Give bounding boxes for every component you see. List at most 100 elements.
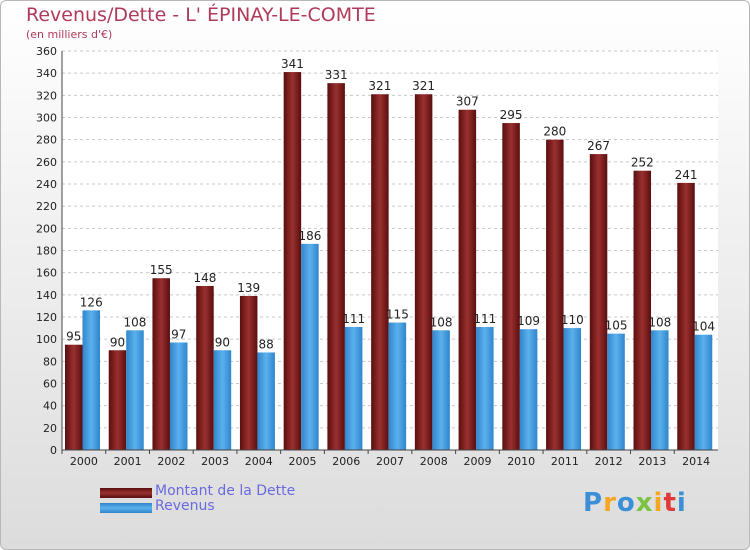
bar-debt: [196, 285, 214, 450]
x-tick-label: 2011: [551, 455, 579, 468]
bars: [65, 72, 713, 451]
y-tick-label: 140: [36, 289, 57, 302]
value-label-debt: 252: [631, 156, 654, 170]
value-labels: 95 126 90 108 155 97 148 90 139 88 341 186 331 111 321…: [66, 57, 715, 351]
bar-revenue: [607, 333, 625, 450]
logo-letter: o: [616, 488, 636, 518]
y-tick-label: 300: [36, 112, 57, 125]
value-label-debt: 295: [500, 108, 523, 122]
y-tick-label: 360: [36, 45, 57, 58]
x-tick-label: 2006: [332, 455, 360, 468]
bar-debt: [633, 170, 652, 450]
value-label-debt: 95: [66, 330, 81, 344]
value-label-revenue: 90: [215, 335, 230, 349]
value-label-debt: 307: [456, 95, 479, 109]
bar-revenue: [694, 334, 713, 450]
x-tick-label: 2013: [638, 455, 666, 468]
value-label-revenue: 115: [386, 308, 409, 322]
bar-revenue: [432, 330, 450, 450]
value-label-revenue: 126: [80, 295, 103, 309]
proxiti-logo: Proxiti: [583, 488, 687, 518]
y-tick-label: 20: [43, 422, 57, 435]
x-tick-label: 2004: [245, 455, 273, 468]
bar-revenue: [344, 326, 363, 450]
value-label-revenue: 105: [605, 319, 628, 333]
y-tick-label: 0: [50, 444, 57, 457]
x-tick-label: 2014: [682, 455, 710, 468]
legend-label-revenue: Revenus: [155, 498, 215, 514]
value-label-revenue: 110: [561, 313, 584, 327]
x-tick-label: 2007: [376, 455, 404, 468]
bar-debt: [371, 94, 389, 450]
bar-revenue: [519, 329, 538, 450]
bar-revenue: [257, 352, 275, 450]
bar-debt: [458, 109, 477, 450]
bar-debt: [589, 154, 608, 450]
bar-revenue: [651, 330, 669, 450]
value-label-revenue: 111: [473, 312, 496, 326]
logo-letter: t: [663, 488, 677, 518]
y-tick-label: 340: [36, 67, 57, 80]
bar-revenue: [126, 330, 144, 450]
bar-revenue: [213, 350, 232, 450]
value-label-debt: 267: [587, 139, 610, 153]
logo-letter: x: [635, 488, 654, 518]
x-tick-label: 2009: [463, 455, 491, 468]
bar-revenue: [301, 243, 319, 450]
value-label-debt: 155: [150, 263, 173, 277]
bar-debt: [327, 83, 345, 451]
value-label-debt: 90: [110, 335, 125, 349]
value-label-debt: 321: [412, 79, 435, 93]
logo-letter: i: [676, 488, 687, 518]
value-label-revenue: 108: [430, 315, 453, 329]
legend-swatch-revenue: [100, 503, 152, 513]
value-label-revenue: 108: [124, 315, 147, 329]
value-label-revenue: 109: [517, 314, 540, 328]
x-tick-label: 2012: [595, 455, 623, 468]
x-tick-label: 2000: [70, 455, 98, 468]
logo-letter: i: [653, 488, 664, 518]
y-tick-label: 260: [36, 156, 57, 169]
value-label-revenue: 97: [171, 327, 186, 341]
axes: 0 20 40 60 80 100 120 140 160 180 200 220 240 260 280 3…: [36, 45, 718, 468]
value-label-debt: 331: [325, 68, 348, 82]
x-tick-label: 2008: [420, 455, 448, 468]
bar-debt: [414, 94, 433, 450]
legend-label-debt: Montant de la Dette: [155, 483, 296, 499]
bar-revenue: [82, 310, 100, 450]
y-tick-label: 240: [36, 178, 57, 191]
chart-subtitle: (en milliers d'€): [26, 28, 113, 41]
value-label-debt: 321: [368, 79, 391, 93]
bar-debt: [152, 278, 170, 450]
x-tick-label: 2010: [507, 455, 535, 468]
logo-letter: r: [603, 488, 617, 518]
value-label-revenue: 186: [298, 229, 321, 243]
logo-letter: P: [583, 488, 604, 518]
bar-debt: [677, 182, 695, 450]
x-tick-label: 2001: [114, 455, 142, 468]
value-label-revenue: 88: [259, 337, 274, 351]
value-label-revenue: 111: [342, 312, 365, 326]
y-tick-label: 160: [36, 267, 57, 280]
x-tick-label: 2003: [201, 455, 229, 468]
chart-title: Revenus/Dette - L' ÉPINAY-LE-COMTE: [26, 4, 376, 26]
y-tick-label: 100: [36, 333, 57, 346]
value-label-debt: 148: [193, 271, 216, 285]
y-tick-label: 280: [36, 134, 57, 147]
value-label-revenue: 108: [648, 315, 671, 329]
y-tick-label: 320: [36, 89, 57, 102]
y-tick-label: 120: [36, 311, 57, 324]
y-tick-label: 220: [36, 200, 57, 213]
bar-debt: [239, 295, 258, 450]
y-tick-label: 60: [43, 378, 57, 391]
bar-revenue: [388, 322, 407, 450]
bar-debt: [283, 72, 302, 450]
bar-debt: [546, 139, 564, 450]
value-label-debt: 241: [675, 168, 698, 182]
value-label-debt: 139: [237, 281, 260, 295]
bar-revenue: [169, 342, 188, 450]
y-tick-label: 40: [43, 400, 57, 413]
bar-debt: [108, 350, 127, 450]
bar-debt: [65, 344, 83, 450]
